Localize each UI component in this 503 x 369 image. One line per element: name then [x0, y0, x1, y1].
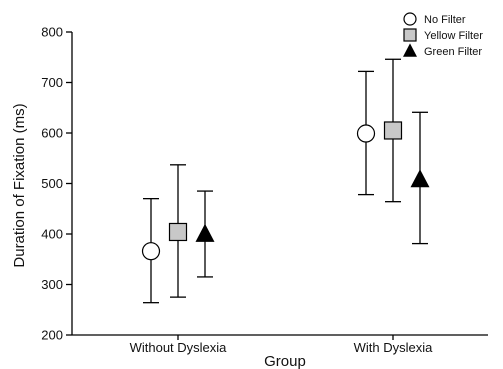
x-tick-label: Without Dyslexia	[130, 340, 228, 355]
legend: No Filter Yellow Filter Green Filter	[403, 12, 483, 58]
axes: 200 300 400 500 600 700 800 Without Dyslexia Wit…	[11, 25, 488, 369]
y-tick-label: 500	[41, 176, 63, 191]
legend-marker-circle	[403, 12, 417, 26]
data-point-circle	[141, 242, 161, 261]
data-point-square	[168, 222, 188, 242]
legend-marker-square	[403, 28, 417, 42]
legend-marker-triangle	[403, 43, 417, 57]
data-point-triangle	[410, 169, 430, 188]
legend-label: No Filter	[424, 14, 466, 26]
data-point-triangle	[195, 223, 215, 242]
y-tick-label: 700	[41, 75, 63, 90]
legend-label: Green Filter	[424, 46, 482, 58]
legend-label: Yellow Filter	[424, 30, 483, 42]
y-tick-label: 600	[41, 126, 63, 141]
data-point-circle	[356, 124, 376, 143]
y-axis-title: Duration of Fixation (ms)	[11, 103, 28, 267]
y-tick-label: 300	[41, 277, 63, 292]
y-tick-label: 400	[41, 227, 63, 242]
data-point-square	[383, 121, 403, 140]
x-tick-label: With Dyslexia	[354, 340, 434, 355]
x-axis-title: Group	[264, 353, 306, 369]
y-tick-label: 200	[41, 328, 63, 343]
y-tick-label: 800	[41, 25, 63, 40]
marks	[141, 58, 430, 304]
